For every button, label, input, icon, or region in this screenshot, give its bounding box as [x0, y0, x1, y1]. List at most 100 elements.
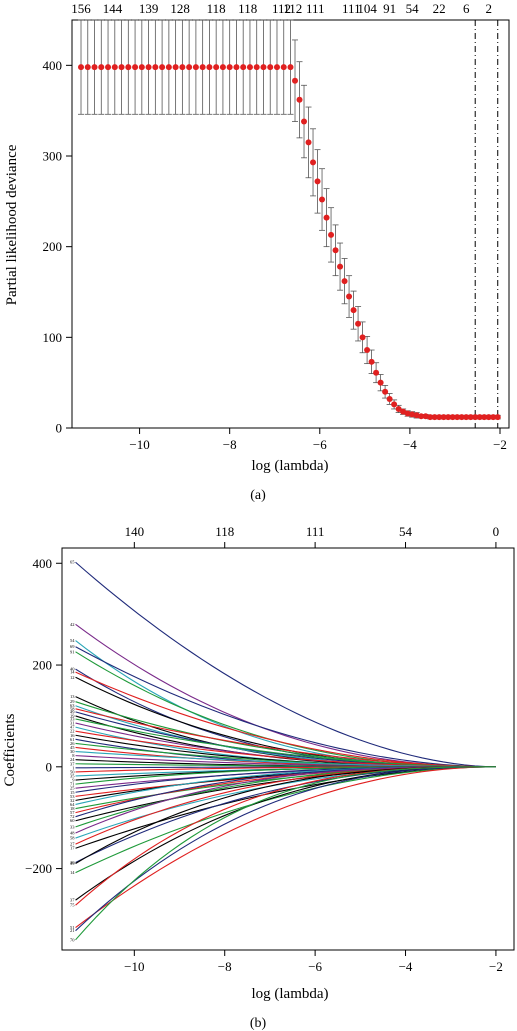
top-axis-label-a: 6 [463, 1, 470, 16]
top-axis-label-a: 156 [71, 1, 91, 16]
data-point [159, 64, 166, 71]
variable-label: 35 [70, 773, 75, 778]
top-axis-label-b: 54 [399, 524, 413, 539]
x-tick-label-b: −4 [399, 959, 413, 974]
data-point [172, 64, 179, 71]
variable-label: 37 [70, 761, 75, 766]
data-point [400, 408, 407, 415]
variable-label: 72 [70, 814, 75, 819]
y-tick-label-b: 400 [33, 556, 53, 571]
variable-label: 14 [70, 870, 75, 875]
top-axis-label-b: 111 [306, 524, 325, 539]
data-point [125, 64, 132, 71]
data-point [84, 64, 91, 71]
variable-label: 42 [70, 622, 75, 627]
data-point [105, 64, 112, 71]
variable-label: 19 [70, 713, 75, 718]
variable-label: 63 [70, 703, 75, 708]
data-point [458, 414, 465, 421]
variable-label: 12 [70, 675, 75, 680]
data-point [454, 414, 461, 421]
data-point [98, 64, 105, 71]
top-axis-label-a: 54 [406, 1, 420, 16]
data-point [305, 139, 312, 146]
coefficient-paths-panel: 140 118 111 54 0 654254699140141213296358491… [2, 524, 515, 1031]
data-point [219, 64, 226, 71]
data-point [186, 64, 193, 71]
top-axis-label-a: 2 [485, 1, 492, 16]
coefficient-line [75, 646, 496, 768]
data-point [292, 77, 299, 84]
coefficient-line [75, 766, 496, 929]
top-axis-label-a: 111 [306, 1, 325, 16]
points-a [78, 64, 501, 421]
data-point [431, 414, 438, 421]
x-axis-b: −10 −8 −6 −4 −2 [124, 950, 503, 974]
x-axis-title-a: log (lambda) [251, 458, 328, 474]
data-point [192, 64, 199, 71]
variable-label: 61 [70, 737, 75, 742]
y-tick-label-b: −200 [25, 861, 52, 876]
variable-label: 16 [70, 733, 75, 738]
data-point [346, 293, 353, 300]
variable-label: 69 [70, 644, 75, 649]
variable-label: 49 [70, 709, 75, 714]
y-tick-label-b: 200 [33, 658, 53, 673]
variable-label: 32 [70, 798, 75, 803]
data-point [341, 278, 348, 285]
data-point [368, 358, 375, 365]
data-point [138, 64, 145, 71]
top-axis-label-a: 22 [433, 1, 446, 16]
variable-labels: 6542546991401412132963584919333147221661… [70, 560, 75, 943]
variable-label: 47 [70, 725, 75, 730]
data-point [364, 347, 371, 354]
top-axis-label-a: 118 [207, 1, 226, 16]
x-tick-label-b: −2 [489, 959, 503, 974]
coefficient-line [75, 671, 496, 768]
variable-label: 58 [70, 836, 75, 841]
data-point [440, 414, 447, 421]
data-point [494, 414, 501, 421]
data-point [422, 413, 429, 420]
data-point [386, 395, 393, 402]
panel-caption-a: (a) [250, 488, 266, 503]
y-tick-label-b: 0 [46, 759, 53, 774]
data-point [314, 178, 321, 185]
reference-lines-a [474, 20, 499, 428]
data-point [377, 379, 384, 386]
top-axis-label-a: 91 [383, 1, 396, 16]
variable-label: 70 [70, 937, 75, 942]
variable-label: 1 [72, 765, 74, 770]
top-axis-label-b: 140 [125, 524, 145, 539]
x-tick-label-b: −10 [124, 959, 144, 974]
x-tick-label-a: −10 [129, 437, 149, 452]
variable-label: 54 [70, 638, 75, 643]
data-point [267, 64, 274, 71]
x-tick-label-a: −2 [493, 437, 507, 452]
variable-label: 60 [70, 818, 75, 823]
data-point [145, 64, 152, 71]
variable-label: 9 [72, 778, 75, 783]
variable-label: 26 [70, 741, 75, 746]
coefficient-line [75, 561, 496, 768]
data-point [118, 64, 125, 71]
variable-label: 75 [70, 903, 75, 908]
variable-label: 91 [70, 649, 75, 654]
variable-label: 20 [70, 860, 75, 865]
variable-label: 22 [70, 729, 75, 734]
variable-label: 29 [70, 699, 75, 704]
variable-label: 24 [70, 757, 75, 762]
data-point [481, 414, 488, 421]
variable-label: 31 [70, 721, 75, 726]
data-point [323, 214, 330, 221]
top-axis-label-a: 112 [283, 1, 302, 16]
data-point [233, 64, 240, 71]
panel-caption-b: (b) [250, 1016, 267, 1031]
data-point [301, 118, 308, 125]
y-tick-label-a: 300 [43, 149, 63, 164]
variable-label: 30 [70, 749, 75, 754]
x-tick-label-a: −8 [223, 437, 237, 452]
